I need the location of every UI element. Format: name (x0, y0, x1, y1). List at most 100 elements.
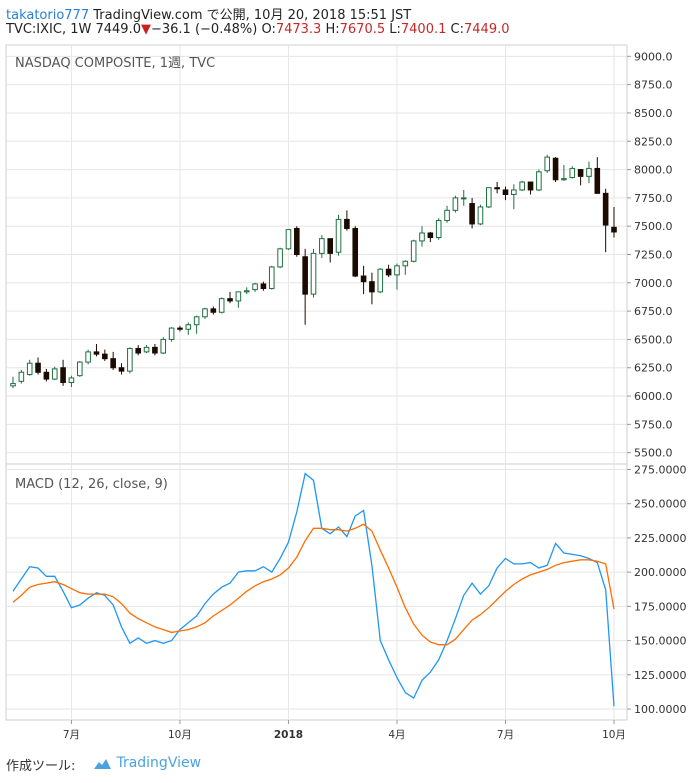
candle-body (43, 371, 50, 380)
candle-body (452, 197, 459, 211)
footer-made-with: 作成ツール: (6, 759, 76, 774)
published-date: で公開, 10月 20, 2018 15:51 JST (206, 8, 412, 23)
x-tick-label: 4月 (388, 729, 405, 741)
quote-line: TVC:IXIC, 1W 7449.0▼−36.1 (−0.48%) O:747… (6, 22, 510, 37)
candle-body (327, 238, 333, 254)
price-tick-label: 5750.0 (634, 418, 673, 431)
candle-body (319, 238, 325, 254)
last-price: 7449.0 (95, 22, 141, 37)
candle-body (335, 218, 342, 253)
candle-body (268, 266, 275, 289)
high-label: H: (325, 22, 340, 37)
macd-line (12, 472, 615, 707)
candle-body (277, 248, 283, 268)
user-link[interactable]: takatorio777 (6, 8, 90, 23)
high-value: 7670.5 (339, 22, 386, 37)
candle-body (193, 316, 200, 326)
candle-body (252, 283, 258, 291)
price-change: −36.1 (−0.48%) (150, 22, 258, 37)
price-tick-label: 7750.0 (634, 192, 673, 205)
signal-line (12, 523, 615, 646)
price-tick-label: 6250.0 (634, 362, 673, 375)
candle-body (419, 232, 425, 242)
candle-body (577, 169, 584, 177)
x-tick-label: 10月 (602, 729, 626, 741)
candle-body (235, 291, 242, 302)
candle-body (602, 192, 609, 226)
candle-body (185, 324, 192, 330)
candle-body (427, 232, 434, 239)
candle-body (402, 260, 409, 267)
candle-body (527, 181, 534, 191)
candle-body (68, 377, 75, 383)
candle-body (394, 265, 400, 276)
candle-body (127, 347, 133, 372)
candle-body (227, 298, 233, 302)
candle-body (410, 240, 417, 262)
candle-body (552, 157, 559, 181)
candle-body (93, 351, 100, 355)
price-tick-label: 7000.0 (634, 277, 673, 290)
candle-body (561, 178, 567, 181)
close-value: 7449.0 (464, 22, 510, 37)
candle-body (536, 171, 542, 191)
price-tick-label: 6750.0 (634, 305, 673, 318)
candle-body (611, 226, 617, 233)
candle-body (469, 203, 475, 225)
macd-tick-label: 150.0000 (634, 635, 687, 648)
price-tick-label: 6000.0 (634, 390, 673, 403)
macd-tick-label: 200.0000 (634, 566, 687, 579)
candle-body (18, 371, 25, 382)
candle-body (586, 167, 592, 177)
price-chart-title: NASDAQ COMPOSITE, 1週, TVC (15, 56, 215, 71)
candle-body (485, 187, 492, 208)
candle-body (494, 187, 500, 190)
tradingview-logo[interactable]: TradingView (90, 755, 201, 771)
price-tick-label: 7500.0 (634, 220, 673, 233)
site-name[interactable]: TradingView.com (93, 8, 203, 23)
candle-body (118, 367, 125, 372)
candle-body (85, 351, 91, 363)
candle-body (544, 156, 551, 172)
candle-body (102, 353, 108, 360)
candle-body (302, 256, 308, 295)
x-tick-label: 7月 (497, 729, 514, 741)
candle-body (110, 358, 116, 369)
candle-body (594, 167, 601, 194)
candle-body (168, 327, 175, 340)
price-tick-label: 6500.0 (634, 333, 673, 346)
low-label: L: (389, 22, 401, 37)
price-tick-label: 5500.0 (634, 447, 673, 460)
candle-body (502, 189, 509, 195)
candle-body (352, 227, 359, 277)
price-tick-label: 8500.0 (634, 107, 673, 120)
candle-body (377, 268, 384, 293)
candle-body (10, 383, 16, 387)
candle-body (218, 298, 225, 313)
candle-body (460, 197, 467, 200)
candle-body (135, 347, 142, 354)
macd-pane (5, 463, 628, 721)
candle-body (202, 308, 208, 318)
candle-body (76, 361, 83, 377)
close-label: C: (450, 22, 464, 37)
candle-body (60, 367, 66, 383)
candle-body (444, 209, 450, 222)
down-arrow-icon: ▼ (140, 22, 151, 37)
macd-tick-label: 250.0000 (634, 498, 687, 511)
candle-body (477, 206, 484, 225)
candle-body (26, 362, 33, 376)
macd-tick-label: 225.0000 (634, 532, 687, 545)
candle-body (160, 338, 167, 354)
candle-body (177, 327, 183, 330)
candle-body (360, 275, 367, 283)
macd-tick-label: 100.0000 (634, 703, 687, 716)
x-tick-label: 2018 (274, 729, 303, 741)
open-value: 7473.3 (275, 22, 322, 37)
candle-body (369, 281, 375, 293)
low-value: 7400.1 (400, 22, 447, 37)
price-tick-label: 8000.0 (634, 164, 673, 177)
open-label: O: (261, 22, 276, 37)
candle-body (344, 218, 350, 229)
